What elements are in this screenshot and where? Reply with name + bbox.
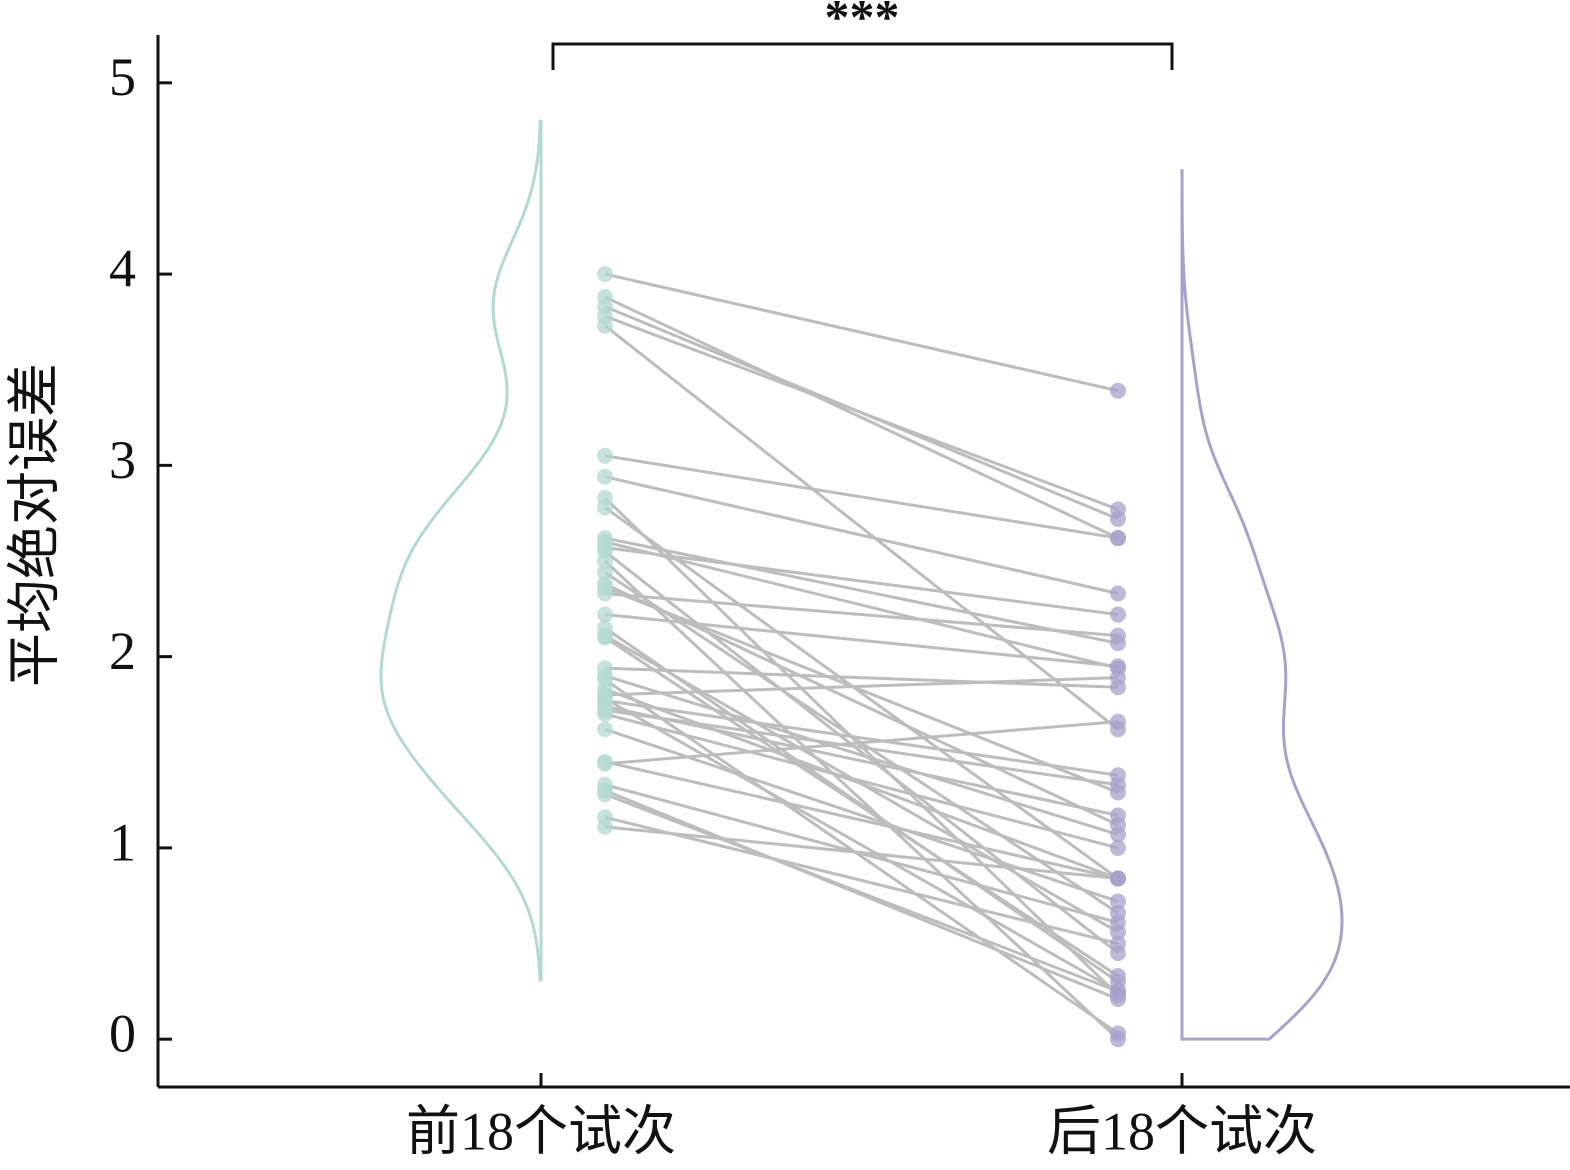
data-point (597, 564, 613, 581)
pair-line (604, 592, 1119, 638)
y-tick-label: 3 (109, 430, 136, 490)
x-tick-label: 前18个试次 (406, 1101, 676, 1161)
data-point (1110, 839, 1126, 856)
pair-line (604, 708, 1119, 787)
data-point (1110, 826, 1126, 843)
data-point (1110, 870, 1126, 887)
data-point (597, 629, 613, 646)
pair-line (604, 789, 1119, 1001)
data-point (597, 690, 613, 707)
pair-line (604, 314, 1119, 511)
data-point (1110, 935, 1126, 952)
y-tick-label: 4 (109, 238, 136, 298)
pair-line (604, 582, 1119, 827)
data-point (1110, 713, 1126, 730)
pair-line (604, 666, 1119, 689)
data-point (597, 579, 613, 596)
pair-line (604, 586, 1119, 794)
significance-bracket (551, 42, 1174, 70)
pair-line (604, 699, 1119, 777)
pair-line (604, 536, 1119, 645)
data-point (1110, 991, 1126, 1008)
data-point (1110, 530, 1126, 547)
data-point (597, 606, 613, 623)
pair-line (604, 674, 1119, 836)
data-point (1110, 893, 1126, 910)
data-point (1110, 585, 1126, 602)
pair-line (604, 546, 1119, 617)
data-point (597, 317, 613, 334)
data-point (597, 266, 613, 283)
data-point (597, 499, 613, 516)
data-point (1110, 914, 1126, 931)
pair-line (604, 704, 1119, 817)
data-point (1110, 382, 1126, 399)
y-tick-label: 0 (109, 1004, 136, 1064)
data-point (597, 755, 613, 772)
pair-line (604, 324, 1119, 731)
data-point (597, 818, 613, 835)
data-point (597, 533, 613, 550)
pair-line (604, 540, 1119, 670)
pair-line (604, 815, 1119, 946)
pair-line (604, 454, 1119, 540)
x-tick-label: 后18个试次 (1047, 1101, 1317, 1161)
data-point (1110, 968, 1126, 985)
data-point (597, 667, 613, 684)
pair-line (604, 825, 1119, 881)
half-violin (379, 119, 543, 982)
pair-line (604, 295, 1119, 540)
pair-line (604, 475, 1119, 595)
pair-line (604, 676, 1119, 697)
pair-line (604, 720, 1119, 766)
significance-label: *** (825, 0, 900, 44)
data-point (1110, 784, 1126, 801)
data-point (597, 782, 613, 799)
pair-line (604, 636, 1119, 978)
data-point (597, 553, 613, 569)
half-violin (1180, 169, 1344, 1041)
data-point (597, 721, 613, 738)
data-point (1110, 606, 1126, 623)
pair-line (604, 760, 1119, 880)
pair-line (604, 712, 1119, 850)
data-point (597, 468, 613, 485)
data-point (1110, 627, 1126, 644)
pair-line (604, 272, 1119, 393)
y-axis-label: 平均绝对误差 (4, 363, 64, 687)
data-point (1110, 807, 1126, 824)
y-tick-label: 2 (109, 621, 136, 681)
data-point (1110, 501, 1126, 518)
pair-line (604, 697, 1119, 993)
pair-line (604, 613, 1119, 668)
data-point (1110, 660, 1126, 677)
pair-line (604, 678, 1119, 1035)
data-point (1110, 1031, 1126, 1048)
y-tick-label: 5 (109, 47, 136, 107)
pair-line (603, 559, 1120, 1041)
pair-line (604, 506, 1119, 880)
y-tick-label: 1 (109, 812, 136, 872)
pair-line (604, 687, 1119, 880)
pair-line (604, 550, 1119, 955)
data-point (597, 447, 613, 464)
data-point (597, 706, 613, 723)
